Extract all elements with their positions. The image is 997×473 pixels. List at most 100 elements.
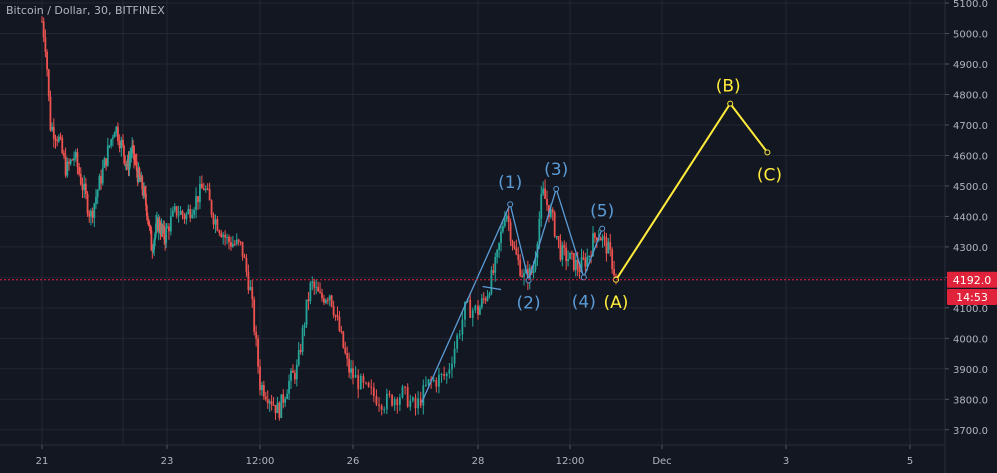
candle-body xyxy=(559,240,562,260)
candle-body xyxy=(599,238,602,241)
wave-point[interactable] xyxy=(727,100,734,107)
candle-body xyxy=(438,374,440,387)
candle-body xyxy=(155,223,157,235)
candle-body xyxy=(214,219,217,225)
candle-body xyxy=(319,291,321,293)
candle-body xyxy=(338,316,341,331)
candle-body xyxy=(156,219,159,232)
candle-body xyxy=(440,373,443,375)
candle-body xyxy=(230,242,232,247)
candle-body xyxy=(171,210,174,217)
candle-body xyxy=(118,141,121,149)
y-tick-label: 5000.0 xyxy=(953,30,988,41)
candle-body xyxy=(134,161,137,163)
candle-body xyxy=(71,159,74,161)
impulse-wave-line[interactable] xyxy=(421,186,603,403)
candle-body xyxy=(129,156,132,160)
candle-body xyxy=(145,193,147,206)
candle-body xyxy=(76,152,79,167)
candle-body xyxy=(515,248,518,255)
x-tick-label: 23 xyxy=(161,456,174,467)
candle-body xyxy=(354,375,357,378)
candle-body xyxy=(135,161,138,171)
candle-body xyxy=(494,256,497,273)
candle-body xyxy=(74,152,77,158)
candle-body xyxy=(79,174,82,185)
candle-body xyxy=(204,188,207,191)
wave-point[interactable] xyxy=(580,274,587,281)
wave-point[interactable] xyxy=(553,185,560,192)
candle-body xyxy=(359,375,362,390)
candle-body xyxy=(247,271,250,291)
candle-body xyxy=(212,214,215,225)
candle-body xyxy=(152,249,155,251)
candle-body xyxy=(572,252,575,271)
candle-body xyxy=(123,155,126,165)
candle-body xyxy=(276,402,279,414)
candle-body xyxy=(130,153,133,157)
time-axis[interactable]: 21 23 12:00 26 28 12:00 Dec 3 5 xyxy=(36,445,914,467)
candle-body xyxy=(101,167,104,184)
candle-body xyxy=(165,227,167,244)
candle-body xyxy=(88,213,91,217)
candle-body xyxy=(432,379,435,382)
candle-body xyxy=(137,168,140,182)
corrective-wave-label[interactable]: (A) xyxy=(604,293,629,313)
impulse-wave-label[interactable]: (3) xyxy=(544,160,568,180)
candle-body xyxy=(513,246,516,249)
candle-body xyxy=(393,399,396,406)
candle-body xyxy=(380,405,383,410)
wave-point[interactable] xyxy=(525,277,532,284)
candle-body xyxy=(187,209,190,214)
x-tick-label: 12:00 xyxy=(556,456,585,467)
candle-body xyxy=(57,136,60,142)
candle-body xyxy=(51,126,54,131)
candle-body xyxy=(406,387,409,407)
impulse-wave-label[interactable]: (1) xyxy=(498,173,522,193)
candle-body xyxy=(120,139,123,149)
bar-countdown-tag: 14:53 xyxy=(947,289,997,305)
candle-body xyxy=(365,382,367,384)
candle-body xyxy=(563,245,566,248)
candle-body xyxy=(594,233,596,238)
x-tick-label: 3 xyxy=(783,456,789,467)
candle-body xyxy=(124,164,127,166)
impulse-wave-label[interactable]: (5) xyxy=(590,202,614,222)
candle-body xyxy=(52,126,55,139)
corrective-wave-label[interactable]: (B) xyxy=(716,77,741,97)
candle-body xyxy=(534,258,537,270)
x-tick-label: 28 xyxy=(472,456,485,467)
candle-body xyxy=(41,21,43,23)
candle-body xyxy=(78,166,81,175)
wave-channel-segment[interactable] xyxy=(482,285,502,291)
candle-body xyxy=(352,368,354,378)
candle-body xyxy=(367,382,370,387)
candle-body xyxy=(268,401,271,404)
candle-body xyxy=(451,363,453,370)
candle-body xyxy=(557,236,560,241)
wave-point[interactable] xyxy=(507,201,514,208)
symbol-legend[interactable]: Bitcoin / Dollar, 30, BITFINEX xyxy=(6,4,165,17)
candle-body xyxy=(542,188,545,194)
candle-body xyxy=(290,370,292,381)
candle-body xyxy=(163,225,166,240)
elliott-wave-drawings[interactable]: (1) (2) (3) (4) (5) (A) (B) (C) xyxy=(421,77,782,403)
candle-body xyxy=(164,239,167,244)
candle-body xyxy=(134,159,136,162)
candle-body xyxy=(100,176,102,184)
candle-body xyxy=(44,37,47,52)
candle-body xyxy=(266,399,269,404)
candle-body xyxy=(117,126,119,142)
grid-lines xyxy=(0,0,945,445)
corrective-wave-label[interactable]: (C) xyxy=(757,165,782,185)
wave-point[interactable] xyxy=(764,149,771,156)
wave-point[interactable] xyxy=(599,225,606,232)
candle-body xyxy=(490,270,493,294)
candle-body xyxy=(68,161,70,164)
impulse-wave-label[interactable]: (2) xyxy=(517,293,541,313)
candle-body xyxy=(90,210,92,217)
candle-body xyxy=(175,206,178,216)
candle-body xyxy=(96,190,99,197)
impulse-wave-label[interactable]: (4) xyxy=(572,292,596,312)
